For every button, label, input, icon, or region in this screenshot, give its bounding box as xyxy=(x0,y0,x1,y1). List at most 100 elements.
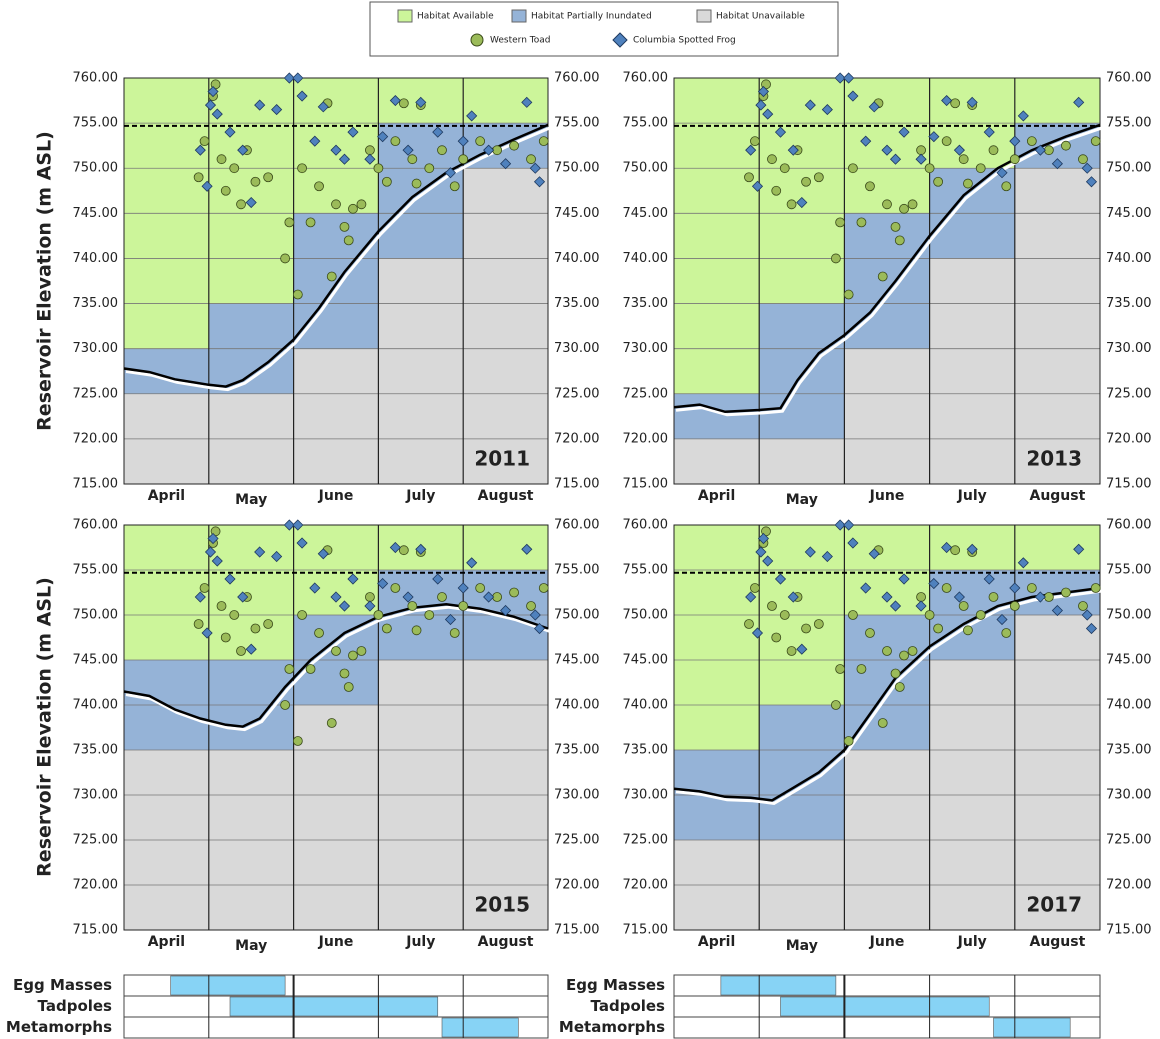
toad-point xyxy=(236,646,246,656)
y-tick-label: 725.00 xyxy=(623,833,669,848)
toad-point xyxy=(381,176,392,187)
habitat-unavailable xyxy=(293,348,379,484)
frog-point xyxy=(762,108,774,120)
frog-point xyxy=(194,591,206,603)
toad-point xyxy=(835,217,846,228)
frog-point xyxy=(347,573,359,585)
toad-point xyxy=(280,253,291,264)
frog-point xyxy=(377,577,389,590)
frog-point xyxy=(915,600,927,612)
frog-point xyxy=(847,537,859,549)
frog-point xyxy=(500,604,512,617)
toad-point xyxy=(779,610,790,620)
y2-tick-label: 750.00 xyxy=(554,161,600,176)
y-tick-label: 735.00 xyxy=(623,743,669,758)
frog-point xyxy=(207,85,219,98)
toad-point xyxy=(509,587,519,598)
toad-point xyxy=(193,172,204,183)
frog-point xyxy=(338,600,351,612)
frog-point xyxy=(271,550,283,563)
y2-tick-label: 745.00 xyxy=(554,653,600,668)
toad-point xyxy=(538,136,549,147)
toad-point xyxy=(339,668,350,679)
toad-point xyxy=(877,271,888,282)
toad-point xyxy=(373,163,384,174)
frog-point xyxy=(751,180,764,192)
frog-point xyxy=(309,135,321,147)
y2-tick-label: 755.00 xyxy=(554,563,600,578)
frog-point xyxy=(529,162,541,174)
frog-point xyxy=(245,196,257,209)
toad-point xyxy=(744,619,754,629)
y-tick-label: 745.00 xyxy=(73,653,119,668)
toad-point xyxy=(263,172,274,183)
toad-point xyxy=(449,181,460,192)
toad-point xyxy=(877,718,888,728)
toad-point xyxy=(988,592,999,602)
y2-tick-label: 755.00 xyxy=(1106,116,1152,131)
y-tick-label: 715.00 xyxy=(623,477,669,492)
y-tick-label: 720.00 xyxy=(73,431,119,446)
frog-point xyxy=(1009,582,1021,594)
toad-point xyxy=(950,98,961,109)
toad-point xyxy=(963,625,973,636)
x-tick-label: August xyxy=(478,934,534,950)
toad-point xyxy=(356,199,367,210)
habitat-partial xyxy=(844,615,930,750)
y-tick-label: 740.00 xyxy=(623,698,669,713)
toad-point xyxy=(890,221,901,232)
y2-tick-label: 755.00 xyxy=(1106,563,1152,578)
toad-point xyxy=(365,592,375,602)
y-tick-label: 750.00 xyxy=(623,608,669,623)
toad-point xyxy=(1009,154,1020,165)
stage-bar xyxy=(780,996,990,1017)
toad-point xyxy=(830,253,841,264)
frog-point xyxy=(745,591,757,603)
frog-point xyxy=(271,104,283,116)
toad-point xyxy=(916,592,926,602)
habitat-available xyxy=(1014,525,1100,570)
y-tick-label: 760.00 xyxy=(73,71,119,86)
x-tick-label: June xyxy=(869,934,905,950)
frog-point xyxy=(1073,543,1085,555)
habitat-available xyxy=(1014,78,1100,124)
toad-point xyxy=(458,154,469,165)
toad-point xyxy=(411,178,422,189)
habitat-partial xyxy=(759,303,845,439)
frog-point xyxy=(868,101,880,113)
toad-point xyxy=(437,592,447,602)
x-tick-label: July xyxy=(957,934,987,950)
frog-point xyxy=(1051,604,1063,617)
frog-point xyxy=(207,532,219,545)
habitat-unavailable xyxy=(463,168,548,484)
toad-point xyxy=(950,545,961,556)
toad-point xyxy=(305,217,316,228)
y-tick-label: 755.00 xyxy=(73,116,119,131)
legend-swatch xyxy=(696,9,712,23)
frog-point xyxy=(834,72,846,84)
frog-point xyxy=(296,537,308,549)
x-tick-label: August xyxy=(1029,934,1085,950)
y-tick-label: 735.00 xyxy=(73,296,119,311)
toad-point xyxy=(890,668,901,679)
toad-point xyxy=(1001,628,1012,638)
frog-point xyxy=(432,573,444,585)
frog-point xyxy=(194,144,206,156)
toad-point xyxy=(305,664,316,674)
y2-tick-label: 725.00 xyxy=(554,386,600,401)
toad-point xyxy=(216,154,227,165)
toad-point xyxy=(767,601,777,611)
toad-point xyxy=(813,619,824,629)
toad-point xyxy=(856,217,867,228)
toad-point xyxy=(314,628,324,638)
habitat-available xyxy=(463,78,548,124)
frog-point xyxy=(821,550,833,563)
frog-point xyxy=(402,144,414,156)
toad-point xyxy=(779,163,790,174)
frog-point xyxy=(457,582,469,594)
frog-point xyxy=(224,126,236,138)
frog-point xyxy=(377,131,389,143)
habitat-unavailable xyxy=(674,438,760,484)
habitat-unavailable xyxy=(929,258,1015,484)
